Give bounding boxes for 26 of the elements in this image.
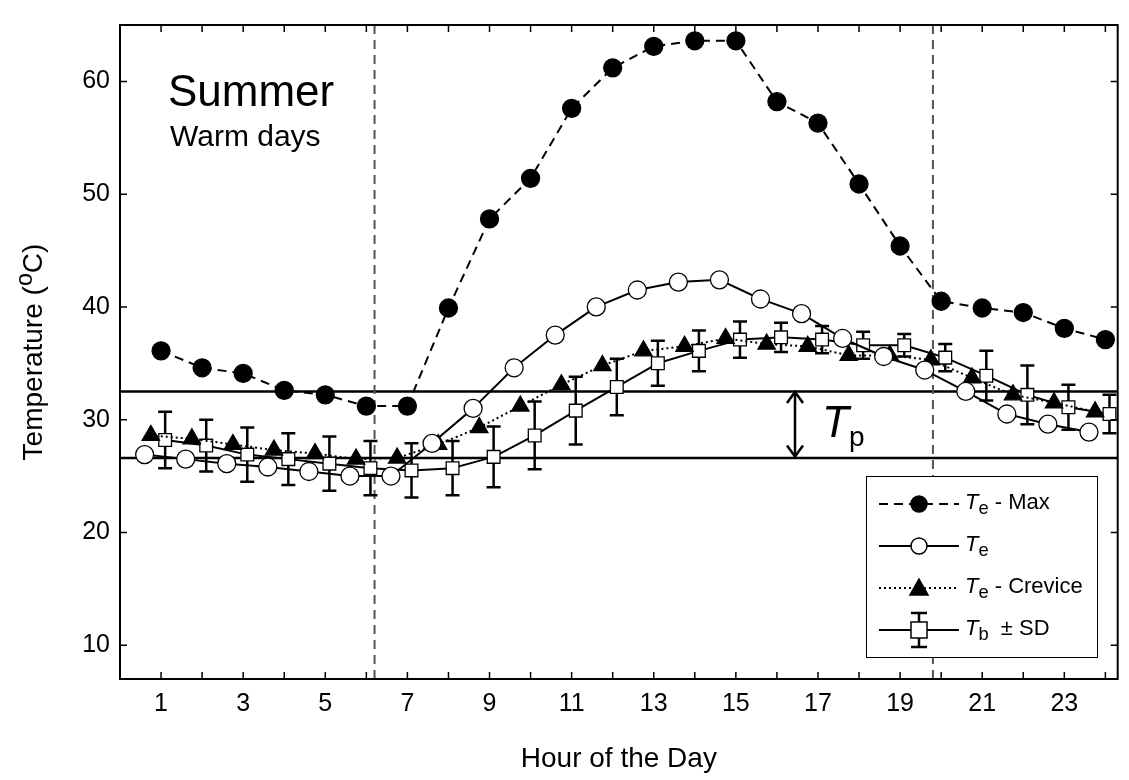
x-tick-label: 23 <box>1050 687 1079 716</box>
x-tick-label: 3 <box>236 687 251 716</box>
y-tick-label: 20 <box>82 516 110 545</box>
y-tick-label: 60 <box>82 65 110 94</box>
x-tick-label: 1 <box>154 687 169 716</box>
x-tick-label: 17 <box>804 687 832 716</box>
legend-label: T$_{e}$ - Max <box>964 488 1050 520</box>
x-axis-title: Hour of the Day <box>520 741 717 773</box>
legend-label: T$_{e}$ - Crevice <box>964 572 1083 604</box>
y-tick-label: 40 <box>82 290 110 319</box>
x-tick-label: 11 <box>558 687 585 716</box>
annotation: Summer <box>168 65 335 117</box>
x-tick-label: 7 <box>400 687 415 716</box>
x-tick-label: 5 <box>318 687 333 716</box>
annotation: T$_{p}$ <box>822 396 865 454</box>
legend-label: T$_{e}$ <box>964 530 989 561</box>
y-tick-label: 50 <box>82 178 110 207</box>
x-tick-label: 13 <box>639 687 668 716</box>
annotation: Warm days <box>170 117 322 154</box>
x-tick-label: 9 <box>482 687 497 716</box>
x-tick-label: 19 <box>886 687 914 716</box>
y-tick-label: 10 <box>82 629 110 658</box>
x-tick-label: 21 <box>968 687 997 716</box>
x-tick-label: 15 <box>721 687 750 716</box>
legend-label: T$_{b}$ ± SD <box>964 614 1050 646</box>
y-tick-label: 30 <box>82 403 110 432</box>
